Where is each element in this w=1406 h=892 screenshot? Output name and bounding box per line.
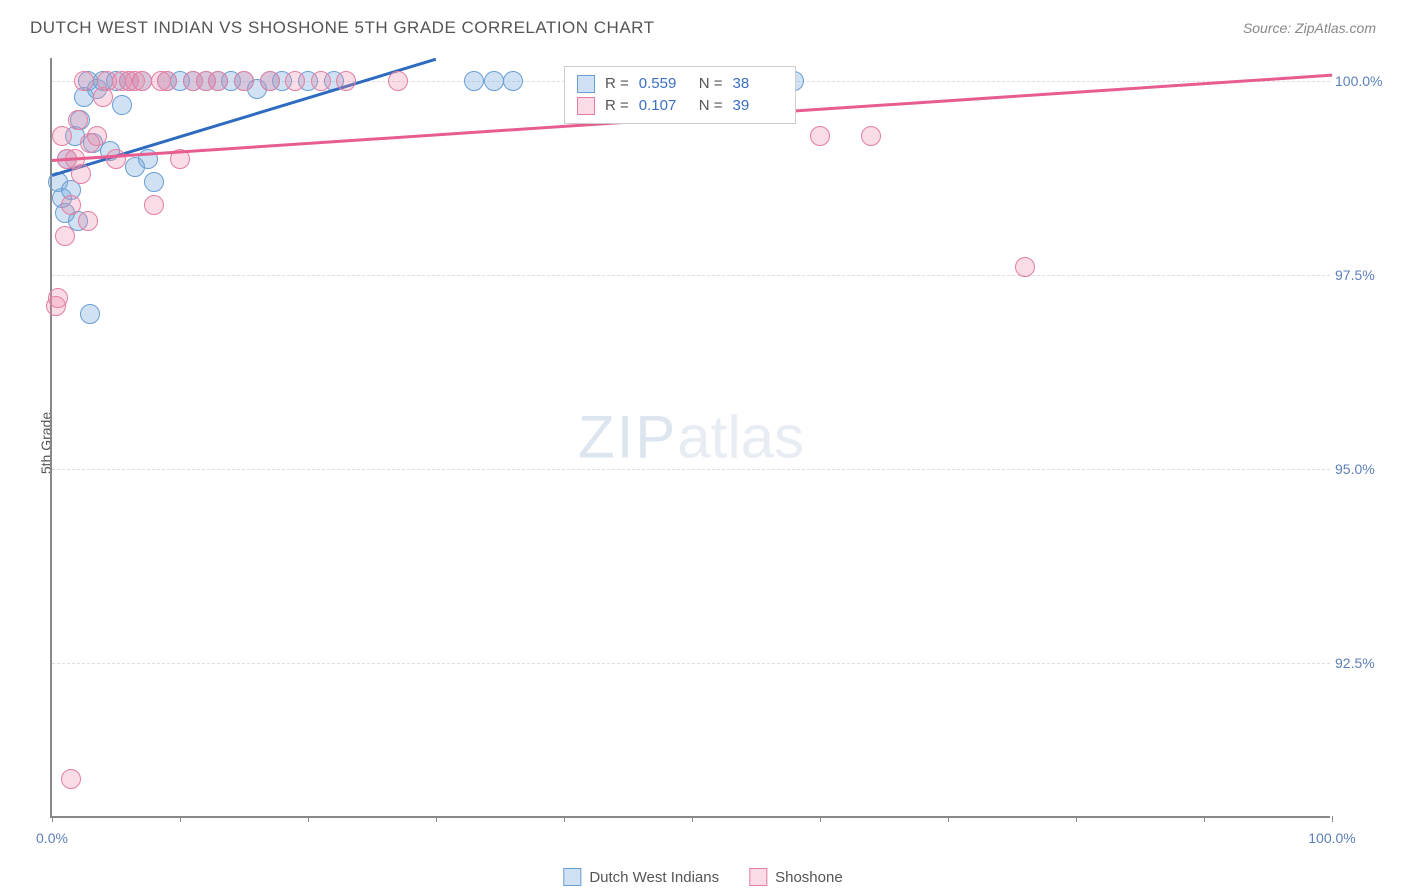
- data-point: [78, 211, 98, 231]
- data-point: [112, 95, 132, 115]
- legend-item: Shoshone: [749, 868, 843, 886]
- plot-area: ZIPatlas 92.5%95.0%97.5%100.0%0.0%100.0%…: [50, 58, 1330, 818]
- data-point: [157, 71, 177, 91]
- x-tick: [436, 816, 437, 822]
- data-point: [260, 71, 280, 91]
- gridline: [52, 275, 1330, 276]
- x-tick: [308, 816, 309, 822]
- data-point: [74, 71, 94, 91]
- legend-swatch: [563, 868, 581, 886]
- data-point: [208, 71, 228, 91]
- chart-container: 5th Grade ZIPatlas 92.5%95.0%97.5%100.0%…: [50, 58, 1370, 828]
- data-point: [503, 71, 523, 91]
- x-tick: [564, 816, 565, 822]
- x-tick: [1204, 816, 1205, 822]
- x-tick: [52, 816, 53, 822]
- legend: Dutch West Indians Shoshone: [563, 868, 842, 886]
- legend-label: Shoshone: [775, 869, 843, 886]
- data-point: [1015, 257, 1035, 277]
- stat-label: N =: [699, 75, 723, 92]
- x-tick: [692, 816, 693, 822]
- data-point: [68, 110, 88, 130]
- data-point: [61, 769, 81, 789]
- data-point: [80, 304, 100, 324]
- series-swatch: [577, 97, 595, 115]
- data-point: [285, 71, 305, 91]
- gridline: [52, 663, 1330, 664]
- source-attribution: Source: ZipAtlas.com: [1243, 20, 1376, 36]
- data-point: [144, 172, 164, 192]
- stat-label: N =: [699, 97, 723, 114]
- legend-item: Dutch West Indians: [563, 868, 719, 886]
- stats-row: R = 0.559 N = 38: [577, 73, 783, 95]
- data-point: [55, 226, 75, 246]
- data-point: [388, 71, 408, 91]
- legend-label: Dutch West Indians: [589, 869, 719, 886]
- data-point: [132, 71, 152, 91]
- chart-title: DUTCH WEST INDIAN VS SHOSHONE 5TH GRADE …: [30, 18, 655, 38]
- stat-r-value: 0.559: [639, 75, 689, 92]
- watermark: ZIPatlas: [578, 403, 804, 472]
- stat-r-value: 0.107: [639, 97, 689, 114]
- data-point: [144, 195, 164, 215]
- x-tick: [948, 816, 949, 822]
- data-point: [52, 126, 72, 146]
- data-point: [61, 195, 81, 215]
- stat-n-value: 39: [733, 97, 783, 114]
- x-tick: [1332, 816, 1333, 822]
- series-swatch: [577, 75, 595, 93]
- data-point: [71, 164, 91, 184]
- y-tick-label: 100.0%: [1335, 73, 1390, 89]
- data-point: [464, 71, 484, 91]
- stat-label: R =: [605, 75, 629, 92]
- stat-n-value: 38: [733, 75, 783, 92]
- y-tick-label: 92.5%: [1335, 655, 1390, 671]
- data-point: [87, 126, 107, 146]
- x-tick-label: 100.0%: [1308, 830, 1355, 846]
- gridline: [52, 469, 1330, 470]
- data-point: [484, 71, 504, 91]
- data-point: [311, 71, 331, 91]
- x-tick: [1076, 816, 1077, 822]
- stats-box: R = 0.559 N = 38 R = 0.107 N = 39: [564, 66, 796, 124]
- y-tick-label: 97.5%: [1335, 267, 1390, 283]
- x-tick: [180, 816, 181, 822]
- stats-row: R = 0.107 N = 39: [577, 95, 783, 117]
- y-tick-label: 95.0%: [1335, 461, 1390, 477]
- legend-swatch: [749, 868, 767, 886]
- x-tick-label: 0.0%: [36, 830, 68, 846]
- data-point: [106, 149, 126, 169]
- stat-label: R =: [605, 97, 629, 114]
- data-point: [48, 288, 68, 308]
- x-tick: [820, 816, 821, 822]
- data-point: [861, 126, 881, 146]
- data-point: [234, 71, 254, 91]
- data-point: [810, 126, 830, 146]
- data-point: [336, 71, 356, 91]
